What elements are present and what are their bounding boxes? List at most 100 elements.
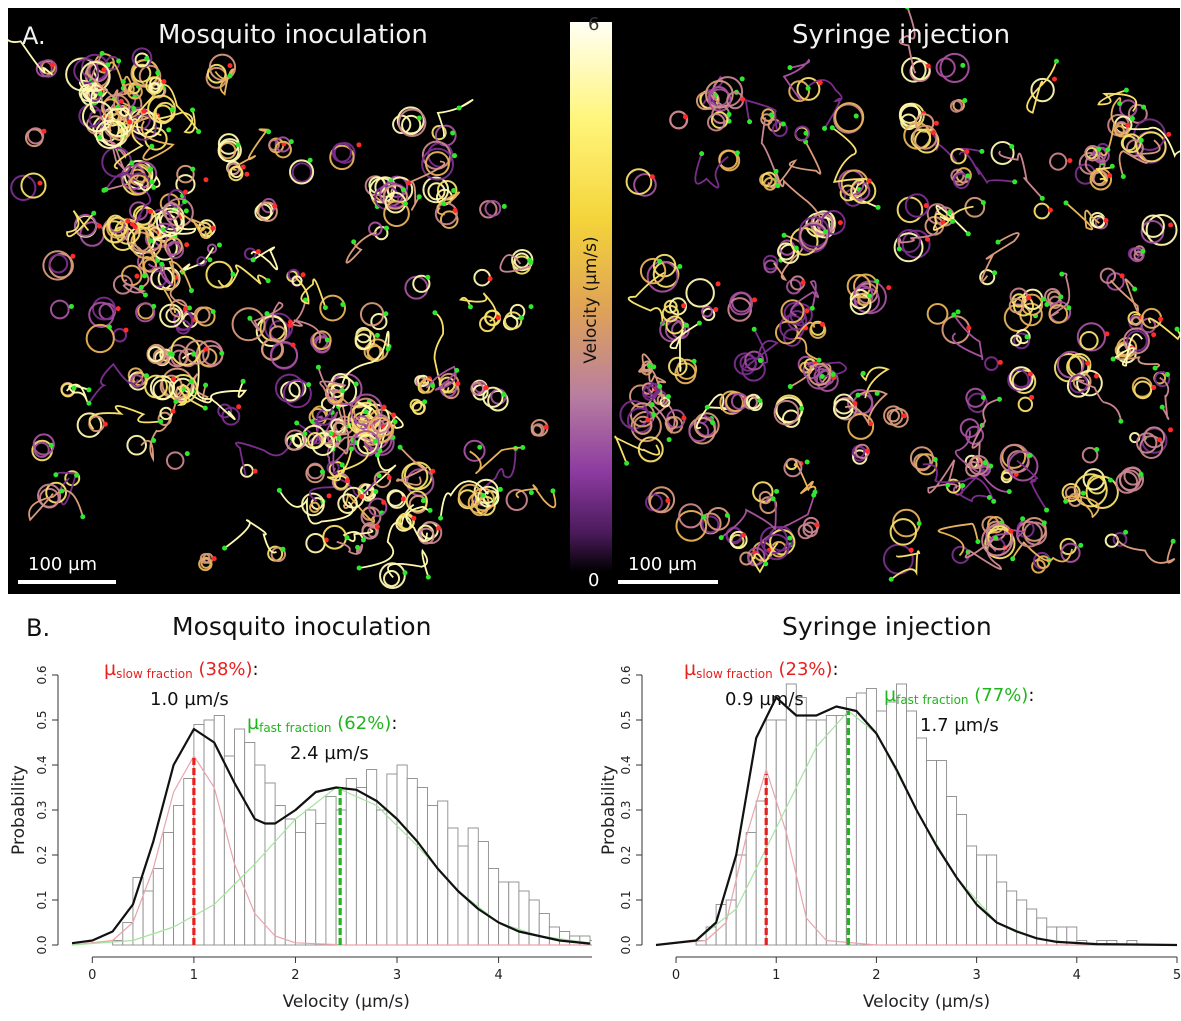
y-tick-label: 0.1 (619, 890, 633, 909)
parasite-track (60, 381, 92, 402)
histogram-bar (548, 926, 560, 946)
parasite-track (633, 415, 653, 435)
histogram-bar (725, 899, 737, 946)
parasite-track (688, 393, 731, 445)
parasite-track (345, 221, 390, 264)
parasite-track (231, 307, 270, 342)
parasite-track (1084, 145, 1102, 162)
mosquito-chart-title: Mosquito inoculation (172, 612, 432, 641)
parasite-track (1104, 529, 1176, 564)
parasite-track (1114, 120, 1131, 138)
parasite-track (276, 486, 365, 525)
parasite-track (965, 396, 1002, 478)
histogram-bar (976, 854, 988, 946)
parasite-track (505, 484, 557, 512)
parasite-track (165, 451, 190, 470)
histogram-bar (805, 719, 817, 946)
parasite-track (146, 343, 173, 366)
histogram-bar (264, 782, 276, 946)
parasite-track (95, 107, 133, 150)
parasite-track (198, 552, 217, 572)
parasite-track (882, 543, 921, 582)
parasite-track (1140, 213, 1178, 246)
parasite-track (354, 327, 380, 351)
parasite-track (404, 274, 431, 300)
histogram-bar (355, 787, 367, 946)
parasite-track (112, 264, 148, 298)
parasite-track (1135, 432, 1164, 459)
parasite-track (797, 355, 847, 380)
histogram-bar (745, 832, 757, 946)
y-tick-label: 0.6 (619, 665, 633, 684)
parasite-track (914, 113, 985, 163)
parasite-track (367, 414, 398, 443)
parasite-track (315, 364, 347, 406)
parasite-track (1048, 271, 1072, 324)
histogram-bar (825, 715, 837, 946)
parasite-track (786, 275, 806, 295)
parasite-track (326, 330, 391, 407)
parasite-track (694, 149, 741, 189)
histogram-bar (406, 778, 418, 946)
parasite-track (808, 362, 836, 386)
x-axis-title: Velocity (µm/s) (863, 992, 990, 1012)
mosquito-scalebar-label: 100 µm (28, 554, 98, 575)
parasite-track (66, 210, 105, 247)
parasite-track (783, 458, 810, 478)
histogram-bar (416, 787, 428, 946)
panel-a-letter: A. (22, 22, 46, 50)
parasite-track (701, 305, 719, 322)
y-tick-label: 0.3 (35, 800, 49, 819)
parasite-track (126, 399, 179, 463)
parasite-track (759, 139, 822, 191)
parasite-track (762, 232, 804, 281)
histogram-bar (315, 823, 327, 946)
parasite-track (832, 389, 889, 426)
parasite-track (205, 53, 237, 96)
x-tick-label: 0 (672, 968, 680, 983)
parasite-track (157, 406, 176, 426)
parasite-track (112, 327, 129, 343)
syringe-tracks-drawing (614, 8, 1180, 582)
histogram-bar (815, 719, 827, 946)
histogram-bar (835, 715, 847, 946)
parasite-track (135, 302, 157, 323)
parasite-track (222, 519, 287, 562)
parasite-track (685, 278, 721, 308)
parasite-track (949, 98, 968, 113)
slow-fraction-fit-curve (655, 768, 1177, 946)
parasite-track (1114, 337, 1160, 371)
parasite-track (530, 418, 549, 437)
x-tick-label: 5 (1173, 968, 1181, 983)
parasite-track (305, 462, 325, 484)
parasite-track (289, 157, 315, 185)
parasite-track (383, 191, 410, 228)
histogram-bar (996, 881, 1008, 946)
histogram-bar (295, 832, 307, 946)
parasite-track (164, 237, 190, 259)
histogram-bar (916, 737, 927, 946)
y-tick-label: 0.0 (619, 935, 633, 954)
parasite-track (1010, 537, 1084, 563)
parasite-track (927, 459, 966, 496)
parasite-track (909, 446, 997, 504)
histogram-bar (528, 899, 540, 946)
parasite-track (851, 443, 870, 465)
parasite-track (950, 147, 1018, 185)
parasite-track (789, 216, 830, 256)
parasite-track (167, 189, 189, 208)
histogram-bar (244, 742, 256, 946)
parasite-track (1097, 87, 1148, 124)
parasite-track (964, 522, 1016, 570)
parasite-track (664, 409, 687, 434)
parasite-track (1010, 329, 1031, 350)
parasite-track (984, 356, 1003, 371)
y-tick-label: 0.2 (619, 845, 633, 864)
parasite-track (1063, 200, 1109, 231)
parasite-track (950, 167, 972, 190)
parasite-track (286, 268, 328, 311)
overall-fit-curve (655, 696, 1178, 947)
histogram-bar (559, 931, 571, 946)
slow-fraction-annotation: µslow fraction (38%): (104, 658, 259, 681)
parasite-track (434, 191, 461, 229)
